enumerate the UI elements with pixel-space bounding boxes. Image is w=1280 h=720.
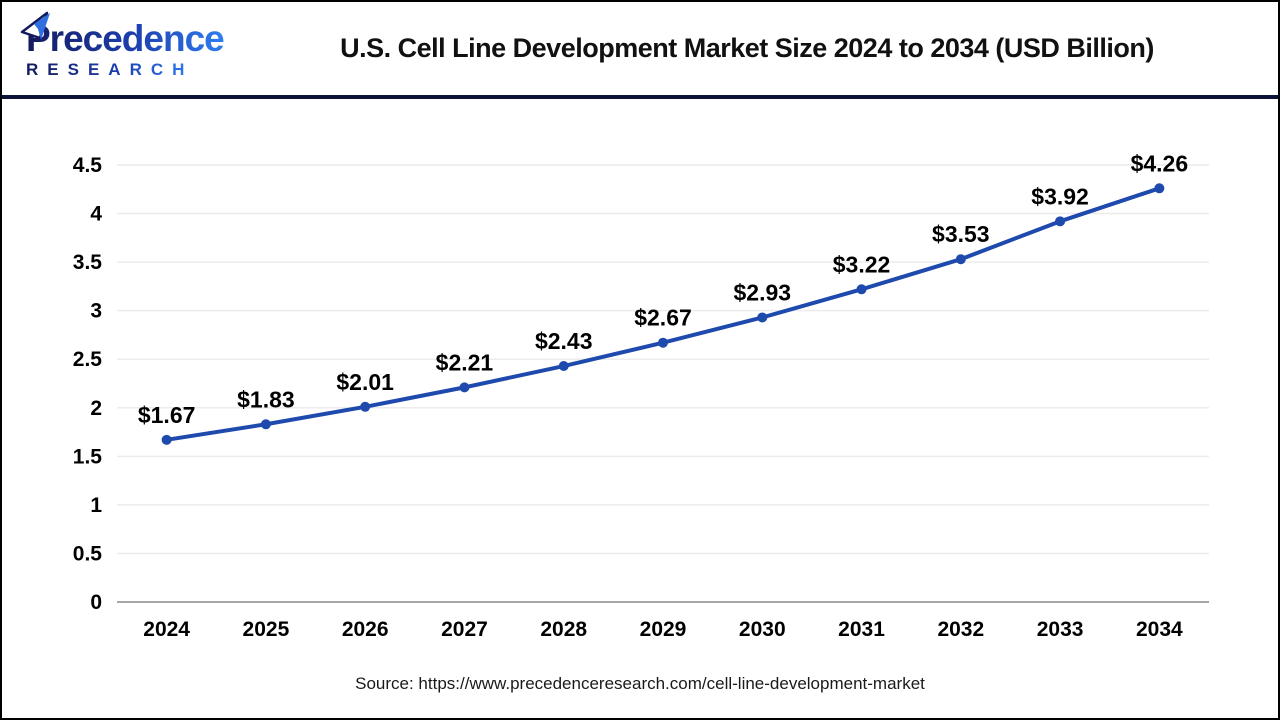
y-tick-label: 0 — [90, 591, 102, 614]
data-label: $3.92 — [1031, 183, 1089, 209]
chart-title: U.S. Cell Line Development Market Size 2… — [340, 33, 1154, 63]
data-label: $1.83 — [237, 386, 295, 412]
data-point — [658, 337, 668, 348]
chart-svg: 0 0.5 1 1.5 2 2.5 3 3.5 4 4.5 2024 2025 2026 2027 2028… — [73, 150, 1209, 641]
footer: Source: https://www.precedenceresearch.c… — [2, 662, 1278, 718]
data-point — [1154, 183, 1165, 194]
data-point — [360, 401, 371, 412]
header: Precedence RESEARCH U.S. Cell Line Devel… — [2, 2, 1278, 99]
data-label: $3.22 — [833, 251, 891, 277]
y-tick-label: 1 — [90, 494, 102, 517]
data-label: $4.26 — [1131, 150, 1189, 176]
precedence-research-logo: Precedence RESEARCH — [20, 11, 246, 79]
data-point — [558, 361, 569, 372]
chart-area: 0 0.5 1 1.5 2 2.5 3 3.5 4 4.5 2024 2025 2026 2027 2028… — [2, 99, 1278, 662]
y-tick-label: 2 — [90, 397, 102, 420]
x-tick-label: 2024 — [143, 618, 190, 641]
x-tick-label: 2032 — [937, 618, 984, 641]
data-label: $1.67 — [138, 402, 196, 428]
x-tick-label: 2033 — [1037, 618, 1084, 641]
logo-wordmark: Precedence — [20, 11, 225, 59]
y-tick-label: 4.5 — [73, 154, 103, 177]
data-point — [955, 254, 966, 265]
data-point — [1055, 216, 1066, 227]
x-tick-label: 2031 — [838, 618, 885, 641]
x-tick-label: 2027 — [441, 618, 488, 641]
data-point — [856, 284, 867, 295]
x-tick-label: 2028 — [540, 618, 587, 641]
source-text: Source: https://www.precedenceresearch.c… — [355, 674, 925, 693]
data-label: $2.21 — [436, 349, 494, 375]
y-tick-label: 1.5 — [73, 445, 103, 468]
y-tick-label: 0.5 — [73, 542, 103, 565]
data-label: $3.53 — [932, 221, 990, 247]
y-tick-label: 3.5 — [73, 251, 103, 274]
x-tick-label: 2029 — [640, 618, 687, 641]
y-tick-label: 2.5 — [73, 348, 103, 371]
y-tick-label: 4 — [90, 203, 102, 226]
x-tick-label: 2025 — [243, 618, 290, 641]
data-label: $2.93 — [733, 279, 791, 305]
data-point — [459, 382, 470, 393]
data-label: $2.67 — [634, 305, 692, 331]
logo-subtitle: RESEARCH — [26, 59, 194, 79]
data-point — [260, 419, 271, 430]
x-tick-label: 2034 — [1136, 618, 1183, 641]
data-point — [161, 434, 172, 445]
data-label: $2.01 — [336, 369, 394, 395]
data-point — [757, 312, 768, 323]
logo-title: Precedence — [26, 17, 225, 59]
data-label: $2.43 — [535, 328, 593, 354]
x-tick-label: 2030 — [739, 618, 786, 641]
y-tick-label: 3 — [90, 300, 102, 323]
x-tick-label: 2026 — [342, 618, 389, 641]
